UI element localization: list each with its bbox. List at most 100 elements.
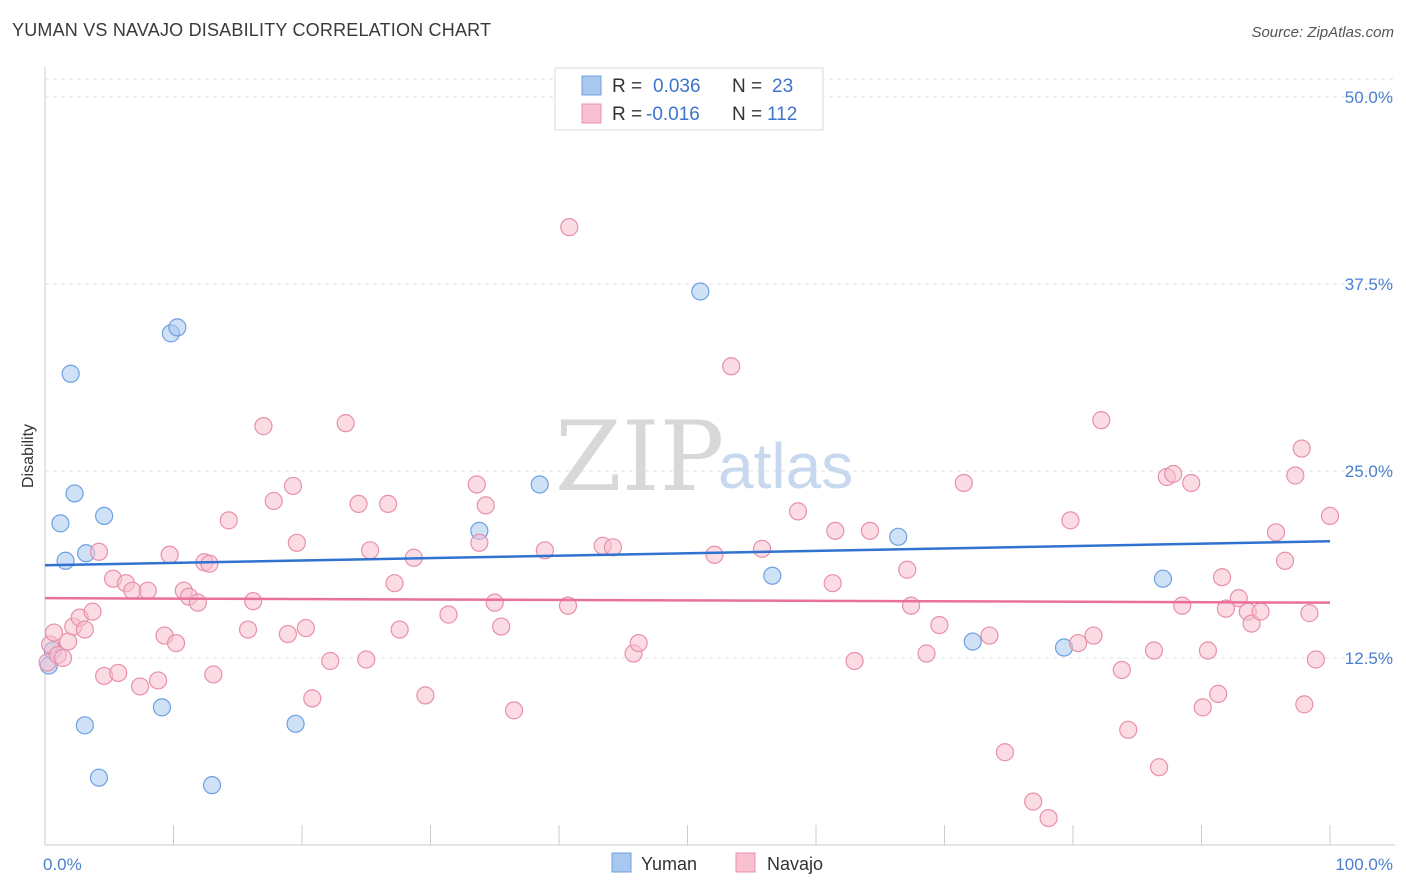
- point-navajo-84: [1119, 720, 1138, 739]
- point-navajo-10: [89, 542, 109, 561]
- point-navajo-69: [860, 521, 880, 540]
- legend-n-value-navajo: 112: [767, 104, 797, 125]
- point-navajo-26: [200, 554, 219, 573]
- point-navajo-40: [349, 494, 368, 514]
- point-navajo-102: [1286, 466, 1305, 485]
- point-navajo-100: [1266, 523, 1286, 542]
- point-navajo-47: [416, 686, 435, 705]
- point-navajo-75: [980, 626, 999, 645]
- point-navajo-59: [603, 538, 623, 557]
- y-tick-label-3: 50.0%: [1345, 88, 1393, 107]
- point-navajo-81: [1084, 626, 1103, 645]
- point-navajo-62: [705, 545, 724, 564]
- point-navajo-48: [439, 605, 458, 624]
- point-navajo-13: [109, 663, 128, 683]
- legend-n-label-yuman: N =: [732, 76, 762, 97]
- bottom-legend-swatch-yuman: [611, 852, 632, 873]
- point-navajo-16: [130, 677, 150, 696]
- point-navajo-71: [901, 596, 921, 615]
- point-navajo-68: [845, 651, 864, 671]
- point-yuman-22: [1153, 569, 1173, 588]
- bottom-legend-label-navajo: Navajo: [767, 854, 823, 874]
- point-navajo-55: [535, 541, 554, 560]
- point-navajo-90: [1182, 473, 1201, 493]
- point-yuman-16: [530, 475, 549, 494]
- trend-lines: [44, 540, 1331, 604]
- point-navajo-88: [1164, 464, 1183, 484]
- point-navajo-44: [385, 574, 404, 593]
- point-navajo-80: [1069, 633, 1088, 653]
- point-navajo-37: [303, 689, 322, 708]
- point-navajo-72: [917, 644, 936, 663]
- chart-title: YUMAN VS NAVAJO DISABILITY CORRELATION C…: [12, 20, 492, 40]
- point-navajo-64: [752, 539, 772, 558]
- point-navajo-74: [954, 473, 973, 493]
- point-navajo-31: [254, 417, 273, 436]
- point-yuman-17: [691, 282, 710, 301]
- point-navajo-2: [44, 623, 64, 642]
- point-navajo-50: [470, 533, 489, 552]
- point-navajo-51: [476, 496, 495, 515]
- x-tick-label-max: 100.0%: [1335, 855, 1393, 874]
- point-navajo-91: [1193, 698, 1212, 717]
- point-navajo-61: [629, 633, 648, 653]
- grid-lines: [45, 78, 1395, 659]
- trend-line-yuman: [44, 540, 1331, 567]
- point-navajo-32: [264, 491, 283, 511]
- x-tick-labels: 0.0% 100.0%: [43, 855, 1393, 874]
- point-navajo-82: [1092, 411, 1111, 430]
- point-navajo-41: [357, 650, 376, 669]
- point-navajo-21: [166, 633, 186, 653]
- point-yuman-3: [56, 551, 75, 570]
- legend-r-label-yuman: R =: [612, 76, 642, 97]
- legend-n-label-navajo: N =: [732, 104, 762, 125]
- y-axis-label: Disability: [20, 424, 37, 488]
- point-yuman-18: [763, 566, 782, 585]
- point-navajo-45: [390, 620, 409, 639]
- legend-r-value-navajo: -0.016: [646, 104, 700, 125]
- legend-n-value-yuman: 23: [772, 76, 793, 97]
- trend-line-navajo: [44, 596, 1331, 604]
- x-tick-label-min: 0.0%: [43, 855, 82, 874]
- legend-swatch-navajo: [581, 103, 602, 124]
- legend-swatch-yuman: [581, 75, 602, 96]
- point-navajo-93: [1209, 684, 1228, 704]
- point-navajo-39: [336, 414, 355, 433]
- watermark-atlas: atlas: [718, 430, 853, 502]
- point-navajo-101: [1275, 551, 1295, 570]
- watermark: ZIP atlas: [555, 401, 853, 513]
- point-navajo-38: [321, 651, 340, 671]
- legend: R = 0.036 N = 23 R = -0.016 N = 112: [554, 67, 824, 131]
- point-navajo-73: [930, 615, 949, 635]
- point-navajo-83: [1112, 660, 1131, 680]
- point-navajo-4: [53, 648, 73, 668]
- point-navajo-17: [138, 581, 157, 600]
- point-navajo-30: [244, 592, 263, 611]
- point-navajo-34: [283, 476, 303, 496]
- point-navajo-79: [1061, 511, 1080, 530]
- point-navajo-63: [722, 357, 741, 376]
- point-navajo-66: [823, 574, 842, 593]
- point-navajo-54: [504, 701, 524, 720]
- point-navajo-42: [361, 541, 380, 560]
- y-tick-label-1: 25.0%: [1345, 462, 1393, 481]
- point-navajo-53: [492, 617, 511, 636]
- point-navajo-67: [826, 521, 845, 540]
- point-navajo-57: [560, 218, 579, 237]
- point-navajo-27: [204, 665, 223, 684]
- point-yuman-8: [89, 768, 109, 787]
- point-yuman-6: [75, 716, 94, 735]
- point-navajo-106: [1306, 650, 1325, 669]
- y-tick-label-0: 12.5%: [1345, 649, 1393, 668]
- point-navajo-86: [1149, 758, 1169, 777]
- point-navajo-24: [188, 593, 208, 612]
- watermark-zip: ZIP: [555, 401, 724, 513]
- point-navajo-20: [160, 545, 179, 564]
- point-navajo-78: [1039, 808, 1058, 828]
- point-yuman-4: [61, 364, 80, 383]
- point-yuman-5: [65, 484, 84, 503]
- point-navajo-77: [1024, 792, 1043, 811]
- axes: [44, 67, 1395, 846]
- point-navajo-36: [296, 618, 315, 638]
